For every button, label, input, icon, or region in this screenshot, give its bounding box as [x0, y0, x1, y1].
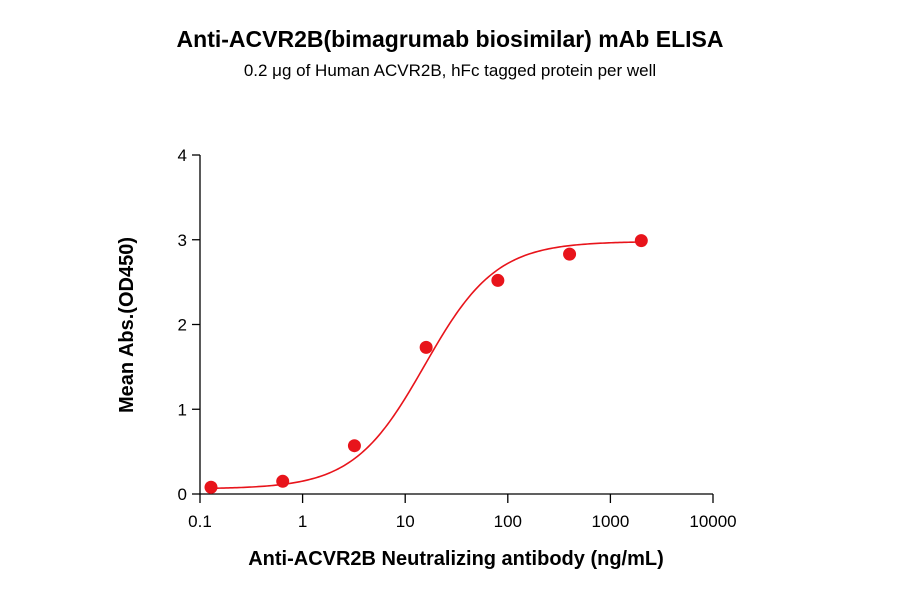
y-tick-label: 4 [178, 146, 187, 165]
x-axis-title: Anti-ACVR2B Neutralizing antibody (ng/mL… [248, 548, 664, 570]
x-tick-label: 1 [298, 512, 307, 531]
x-tick-label: 1000 [591, 512, 629, 531]
y-tick-label: 1 [178, 400, 187, 419]
chart-subtitle: 0.2 μg of Human ACVR2B, hFc tagged prote… [243, 61, 657, 80]
x-tick-label: 10 [396, 512, 415, 531]
data-point [276, 474, 290, 488]
chart-title: Anti-ACVR2B(bimagrumab biosimilar) mAb E… [176, 26, 724, 52]
data-point [347, 439, 361, 453]
x-tick-label: 100 [494, 512, 522, 531]
fit-curve [210, 241, 642, 490]
x-tick-label: 10000 [689, 512, 736, 531]
axes: 0 1 2 3 4 0.1 1 10 100 1000 10000 [178, 146, 737, 531]
data-point [563, 247, 577, 261]
y-tick-label: 3 [178, 231, 187, 250]
fit-curve-group [210, 241, 642, 490]
x-tick-label: 0.1 [188, 512, 212, 531]
data-point [491, 273, 505, 287]
y-tick-label: 0 [178, 485, 187, 504]
y-axis-title: Mean Abs.(OD450) [116, 237, 138, 413]
data-point [204, 480, 218, 494]
data-points [204, 234, 648, 494]
data-point [419, 340, 433, 354]
y-tick-label: 2 [178, 316, 187, 335]
data-point [634, 234, 648, 248]
